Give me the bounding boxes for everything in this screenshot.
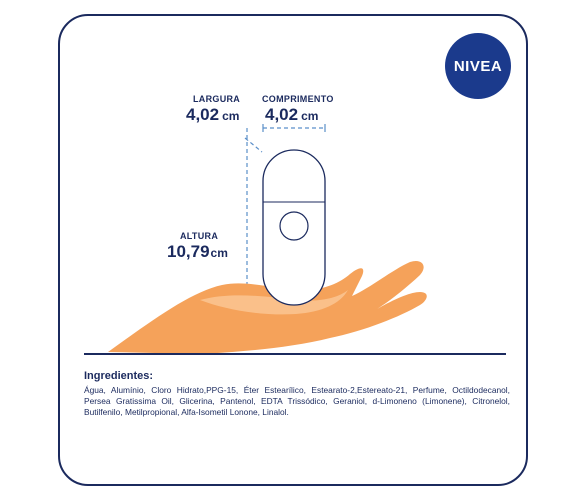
height-value: 10,79cm	[167, 242, 228, 262]
logo-text: NIVEA	[453, 57, 503, 75]
length-number: 4,02	[265, 105, 299, 124]
width-unit: cm	[222, 109, 240, 123]
width-diagonal-line	[244, 137, 263, 153]
ingredients-section: Ingredientes: Água, Alumínio, Cloro Hidr…	[84, 370, 510, 418]
width-label: LARGURA	[193, 94, 241, 104]
width-value: 4,02 cm	[186, 105, 239, 125]
height-label: ALTURA	[180, 231, 219, 241]
length-unit: cm	[301, 109, 319, 123]
ingredients-text: Água, Alumínio, Cloro Hidrato,PPG-15, Ét…	[84, 385, 510, 417]
width-number: 4,02	[186, 105, 220, 124]
bottle-window	[279, 211, 309, 241]
height-unit: cm	[210, 246, 228, 260]
ingredients-title: Ingredientes:	[84, 370, 154, 382]
nivea-logo: NIVEA	[445, 33, 511, 99]
length-label: COMPRIMENTO	[262, 94, 334, 104]
length-value: 4,02 cm	[265, 105, 318, 125]
height-number: 10,79	[167, 242, 210, 261]
